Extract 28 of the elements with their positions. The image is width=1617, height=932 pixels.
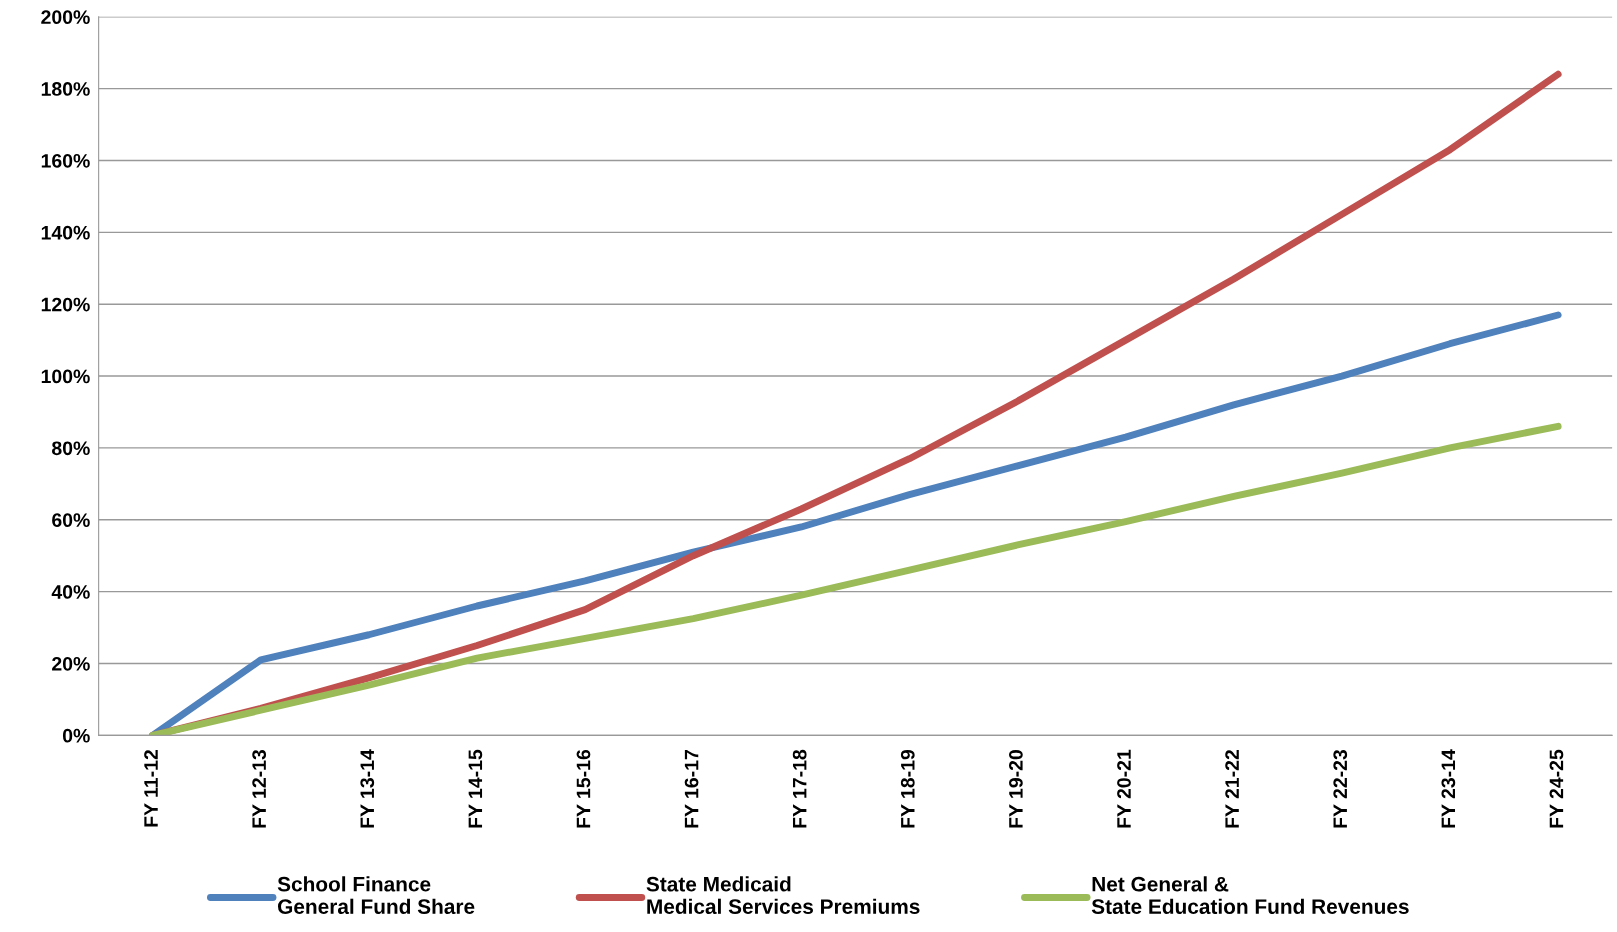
y-tick-label: 0% bbox=[62, 728, 90, 743]
x-tick-label: FY 17-18 bbox=[792, 749, 807, 828]
x-tick-label: FY 20-21 bbox=[1117, 749, 1131, 828]
y-tick-label: 100% bbox=[41, 369, 90, 384]
legend-label: School Finance General Fund Share bbox=[277, 876, 475, 914]
y-tick-label: 160% bbox=[41, 153, 90, 168]
x-tick-label: FY 11-12 bbox=[144, 750, 158, 827]
x-tick-label: FY 16-17 bbox=[684, 750, 699, 828]
y-tick-label: 40% bbox=[51, 585, 90, 599]
x-tick-label: FY 12-13 bbox=[252, 749, 267, 828]
x-tick-label: FY 23-14 bbox=[1441, 749, 1456, 828]
y-tick-label: 200% bbox=[41, 10, 90, 25]
legend-label: Net General & State Education Fund Revenues bbox=[1091, 876, 1409, 914]
y-tick-label: 180% bbox=[41, 82, 90, 96]
y-tick-label: 120% bbox=[41, 297, 90, 312]
x-tick-label: FY 19-20 bbox=[1009, 750, 1023, 828]
y-tick-label: 140% bbox=[41, 225, 90, 240]
legend-label: State Medicaid Medical Services Premiums bbox=[646, 876, 920, 914]
x-tick-label: FY 13-14 bbox=[360, 749, 375, 828]
x-tick-label: FY 18-19 bbox=[900, 749, 915, 828]
x-tick-label: FY 22-23 bbox=[1333, 749, 1348, 828]
x-tick-label: FY 14-15 bbox=[468, 749, 483, 828]
x-tick-label: FY 21-22 bbox=[1225, 750, 1239, 828]
y-tick-label: 60% bbox=[52, 513, 90, 528]
x-tick-label: FY 15-16 bbox=[576, 749, 591, 828]
x-tick-label: FY 24-25 bbox=[1549, 749, 1564, 828]
y-tick-label: 80% bbox=[52, 441, 90, 456]
y-tick-label: 20% bbox=[52, 656, 90, 671]
